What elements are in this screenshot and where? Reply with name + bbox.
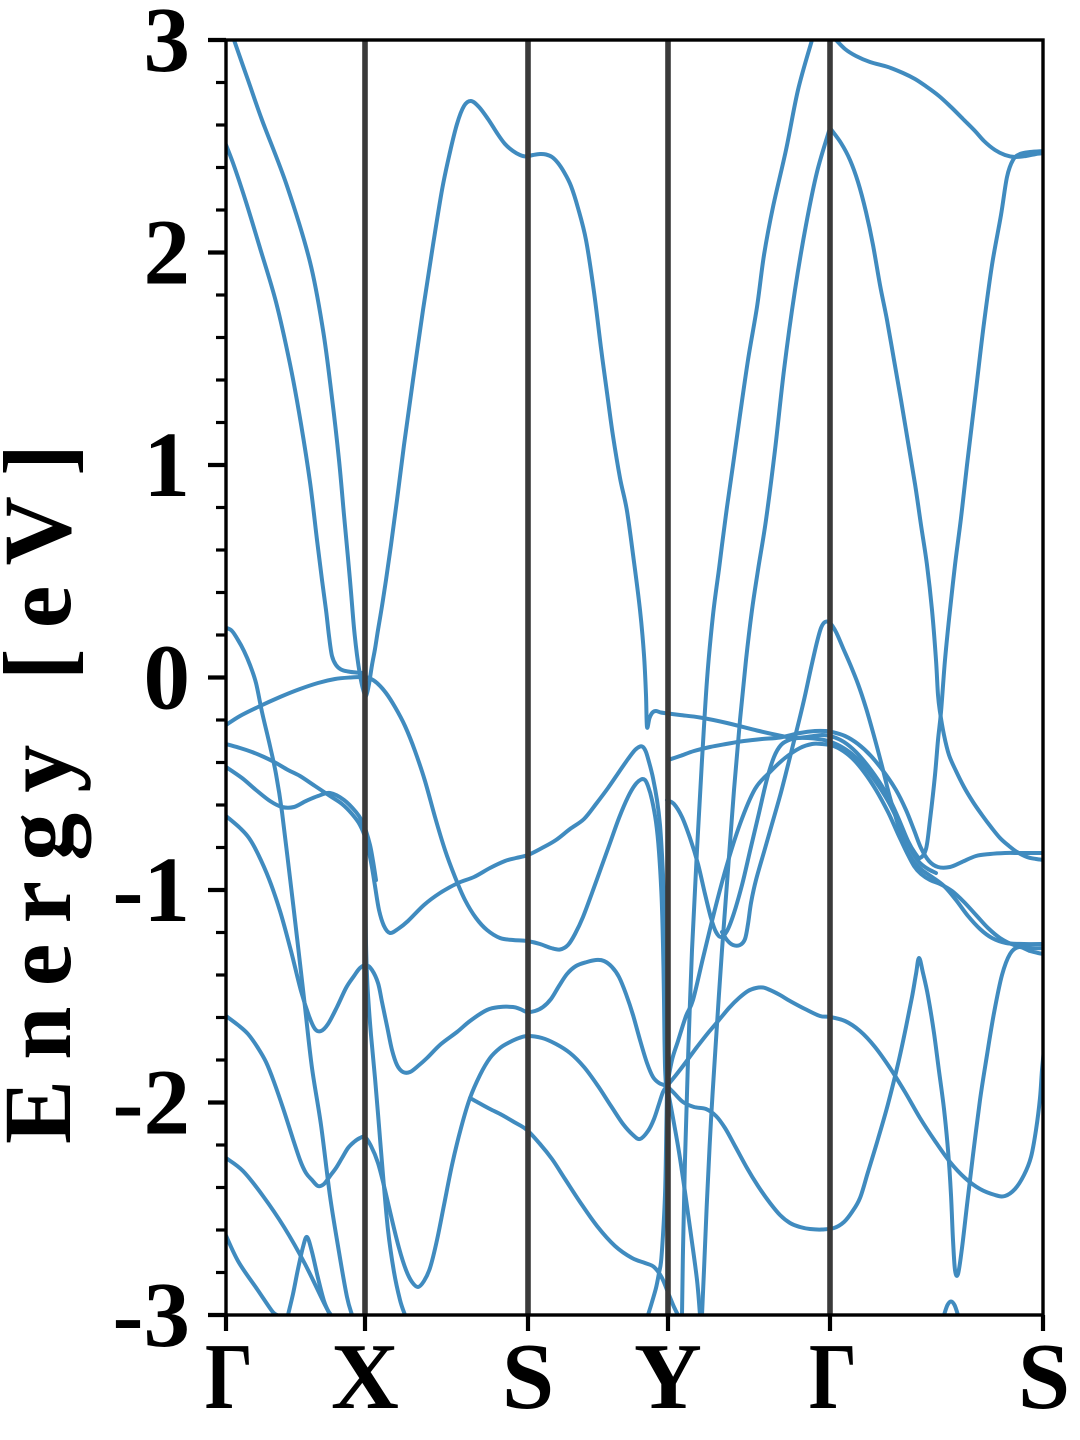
svg-text:1: 1 xyxy=(144,414,191,517)
svg-text:-2: -2 xyxy=(113,1052,190,1155)
svg-text:S: S xyxy=(502,1325,554,1429)
svg-text:X: X xyxy=(331,1325,399,1429)
svg-text:Γ: Γ xyxy=(809,1325,857,1429)
svg-text:-3: -3 xyxy=(113,1264,190,1367)
svg-text:2: 2 xyxy=(144,202,191,305)
svg-text:-1: -1 xyxy=(113,839,190,942)
svg-text:Y: Y xyxy=(634,1325,702,1429)
svg-text:Γ: Γ xyxy=(205,1325,253,1429)
svg-text:S: S xyxy=(1018,1325,1070,1429)
svg-text:3: 3 xyxy=(144,0,191,92)
svg-text:0: 0 xyxy=(144,627,191,730)
